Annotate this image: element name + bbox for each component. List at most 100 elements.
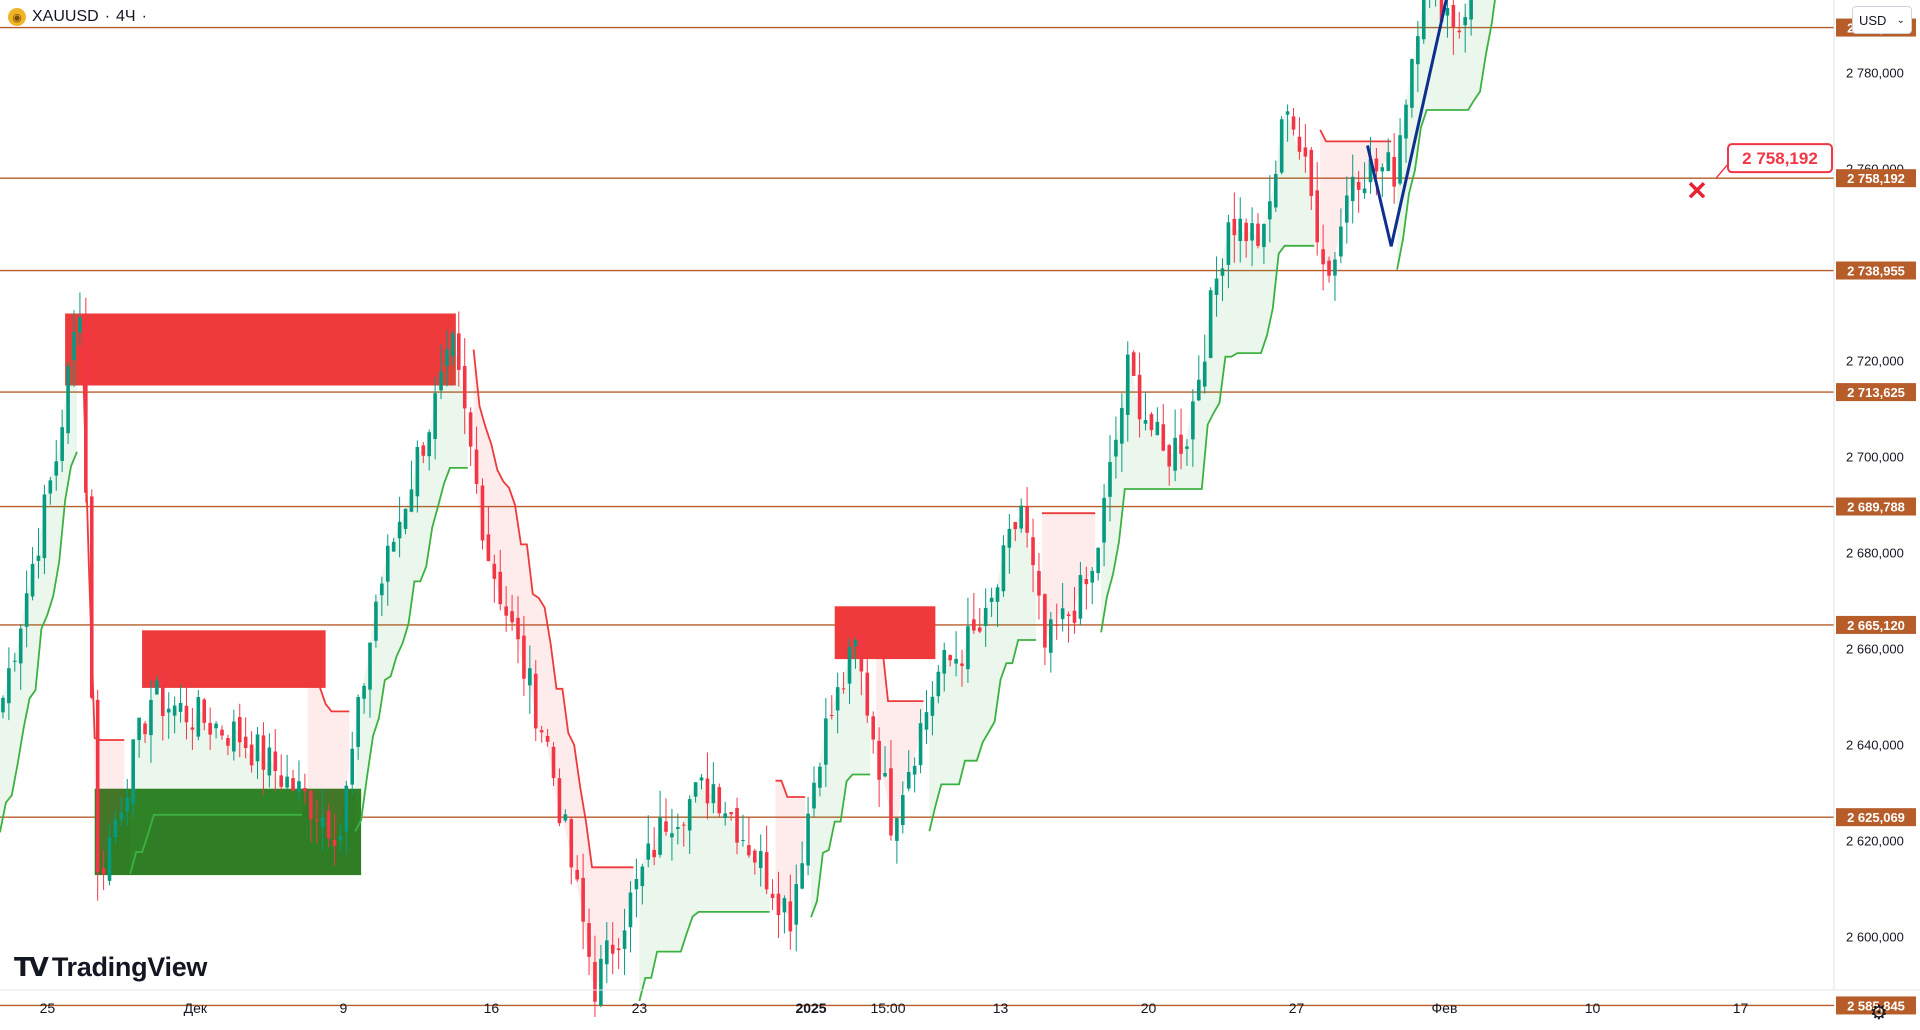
candle-bear [492, 563, 497, 579]
candle-bear [616, 948, 621, 951]
candle-bull [125, 798, 130, 812]
candle-bear [960, 663, 964, 666]
candle-bull [1421, 0, 1426, 40]
symbol-header[interactable]: ◉ XAUUSD · 4Ч · [8, 8, 147, 26]
candle-bull [1, 697, 5, 713]
candle-bear [1256, 223, 1260, 246]
candle-bear [101, 867, 106, 875]
candle-bear [161, 675, 165, 717]
candle-bear [533, 673, 538, 729]
candle-bear [462, 366, 467, 409]
candle-bear [273, 751, 278, 772]
trail-fill [1397, 0, 1495, 270]
candle-bear [1066, 614, 1071, 617]
trail-line-down [876, 644, 924, 702]
candle-bull [1185, 446, 1189, 449]
candle-bull [30, 563, 35, 597]
x-tick-label: 25 [40, 1000, 56, 1016]
candle-bear [1179, 434, 1183, 454]
candle-bull [350, 748, 355, 785]
trailing-stop-indicator [0, 0, 1496, 1002]
candle-bear [486, 534, 491, 562]
level-badge [1836, 615, 1916, 634]
candle-bear [788, 901, 793, 932]
resistance-zone [142, 630, 326, 688]
candle-bull [1350, 176, 1355, 202]
candle-bull [1386, 152, 1391, 171]
candle-bear [1321, 249, 1325, 265]
candle-bull [285, 776, 289, 788]
candle-bull [966, 626, 970, 670]
currency-select[interactable]: USD ⌄ [1852, 6, 1912, 34]
candle-bull [901, 795, 905, 825]
timeframe-label: 4Ч [116, 8, 136, 25]
candle-bull [172, 705, 177, 716]
stop-callout-label: 2 758,192 [1742, 149, 1818, 168]
candle-bear [871, 716, 875, 740]
candle-bear [1161, 424, 1166, 451]
trade-markers: 2 964,0362 925,0872 817,4822 758,192 [1688, 143, 1833, 199]
candle-bear [220, 729, 224, 736]
y-tick-label: 2 720,000 [1846, 354, 1904, 369]
candle-bull [1398, 135, 1402, 184]
candle-bull [356, 697, 360, 747]
candle-bull [1268, 201, 1272, 220]
candle-bear [681, 824, 686, 826]
candle-bear [84, 323, 88, 493]
level-badge-label: 2 738,955 [1847, 264, 1905, 279]
trail-line-down [1319, 129, 1392, 143]
candle-bear [1244, 222, 1248, 242]
candle-bull [711, 784, 716, 804]
candle-bear [522, 635, 526, 679]
separator-dot: · [141, 8, 147, 25]
candle-bear [551, 746, 556, 779]
tradingview-logo[interactable]: 𝗧𝗩 TradingView [14, 952, 207, 983]
candle-bear [770, 893, 775, 899]
candle-bull [687, 799, 692, 831]
candle-bull [599, 958, 603, 1006]
candle-bull [113, 819, 118, 838]
level-badge-label: 2 758,192 [1847, 171, 1905, 186]
candle-bull [1208, 290, 1213, 358]
y-tick-label: 2 700,000 [1846, 450, 1904, 465]
candle-bull [1090, 570, 1095, 583]
candle-bear [652, 849, 656, 858]
level-badge-label: 2 665,120 [1847, 618, 1905, 633]
currency-label: USD [1859, 12, 1887, 28]
trail-line-up [354, 467, 468, 832]
time-axis[interactable]: 25 Дек 9 16 23 2025 15:00 13 20 27 Фев 10 17 [0, 989, 1920, 1016]
candle-bear [1043, 594, 1047, 648]
candle-bull [391, 541, 396, 552]
candle-bull [794, 884, 799, 925]
candle-bear [237, 716, 242, 743]
candle-bear [1374, 158, 1379, 172]
x-tick-label: 27 [1289, 1000, 1305, 1016]
candle-bear [575, 869, 579, 880]
trail-line-down [472, 349, 634, 869]
candle-bull [374, 601, 378, 641]
candle-bear [202, 699, 207, 723]
candle-bull [1250, 223, 1254, 241]
y-tick-label: 2 600,000 [1846, 930, 1904, 945]
candle-bull [409, 489, 414, 512]
candle-bear [977, 627, 982, 632]
candle-bear [474, 449, 479, 484]
candle-bear [261, 735, 266, 770]
trail-line-up [638, 911, 770, 1002]
candle-bear [1232, 218, 1237, 236]
candle-bull [563, 814, 568, 821]
candle-bull [847, 646, 852, 684]
candle-bull [54, 461, 59, 476]
candle-bull [1238, 218, 1243, 242]
candle-bear [1451, 4, 1456, 28]
candle-bear [764, 852, 769, 890]
candle-bull [451, 333, 455, 357]
candle-bull [397, 521, 402, 539]
candle-bear [1392, 156, 1396, 187]
price-axis[interactable]: 2 600,000 2 620,000 2 640,000 2 660,000 2 68… [1833, 0, 1916, 1015]
x-tick-label: Дек [184, 1000, 208, 1016]
gear-icon[interactable]: ⚙ [1870, 1002, 1888, 1024]
candle-bear [610, 944, 615, 954]
x-tick-label: 16 [484, 1000, 500, 1016]
